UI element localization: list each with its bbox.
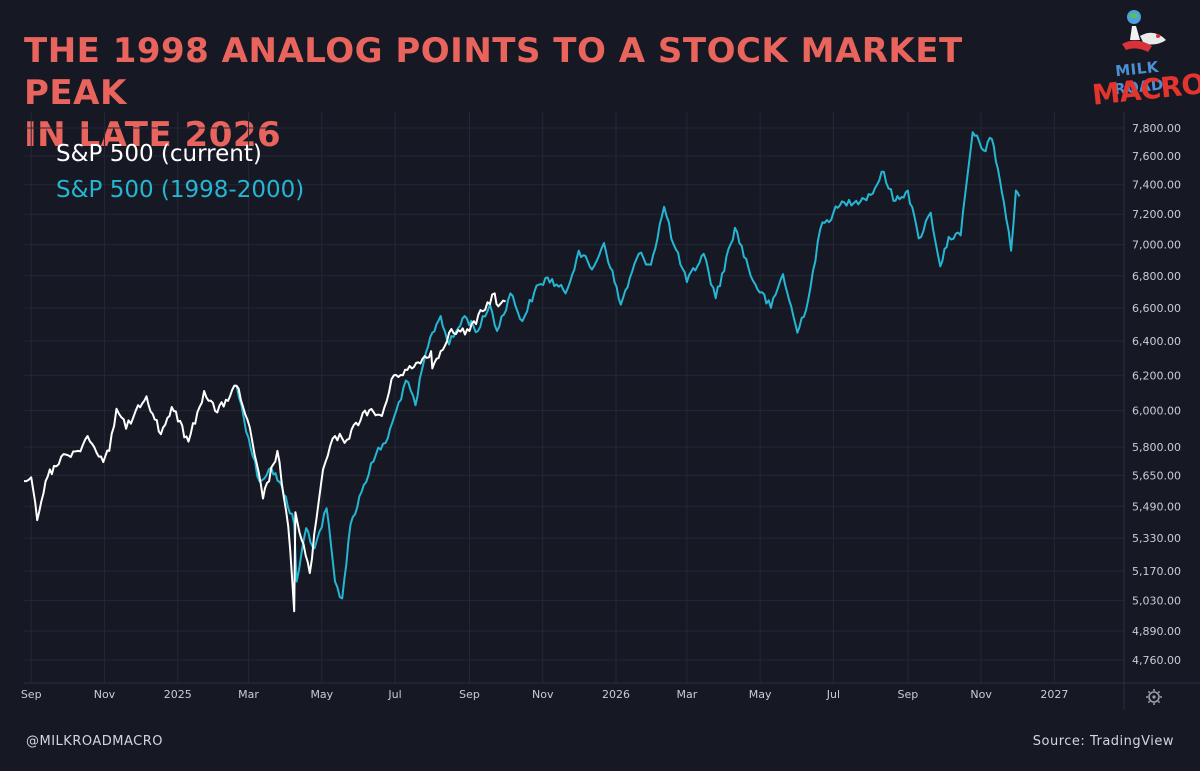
y-tick-label: 5,650.00 [1132,469,1181,482]
x-tick-label: Sep [897,688,918,701]
x-tick-label: 2025 [164,688,192,701]
footer-source: Source: TradingView [1032,734,1174,749]
y-tick-label: 7,000.00 [1132,239,1181,252]
footer-handle: @MILKROADMACRO [26,734,163,749]
x-tick-label: Jul [387,688,401,701]
y-tick-label: 4,890.00 [1132,625,1181,638]
x-axis: Sep Nov 2025 Mar May Jul Sep Nov 2026 Mar May Jul Se… [21,688,1069,701]
chart-series [24,131,1021,613]
legend-current: S&P 500 (current) [56,141,262,167]
y-tick-label: 7,400.00 [1132,179,1181,192]
x-tick-label: Nov [94,688,116,701]
y-tick-label: 7,600.00 [1132,150,1181,163]
x-tick-label: Mar [238,688,259,701]
y-tick-label: 6,200.00 [1132,369,1181,382]
series-line-current [24,292,506,613]
chart-title-line-2: IN LATE 2026 [24,115,282,155]
y-tick-label: 7,800.00 [1132,122,1181,135]
x-tick-label: May [749,688,772,701]
y-tick-label: 5,330.00 [1132,532,1181,545]
legend-historical: S&P 500 (1998-2000) [56,177,305,203]
y-tick-label: 6,000.00 [1132,405,1181,418]
x-tick-label: Jul [826,688,840,701]
y-tick-label: 5,800.00 [1132,441,1181,454]
settings-gear-icon[interactable] [1146,689,1162,705]
x-tick-label: 2027 [1040,688,1068,701]
chart-grid [24,112,1124,683]
chart-title-line-1: THE 1998 ANALOG POINTS TO A STOCK MARKET… [24,31,963,113]
y-tick-label: 6,800.00 [1132,270,1181,283]
y-tick-label: 6,400.00 [1132,335,1181,348]
chart-title: THE 1998 ANALOG POINTS TO A STOCK MARKET… [24,30,1004,156]
x-tick-label: 2026 [602,688,630,701]
x-tick-label: Sep [459,688,480,701]
y-tick-label: 5,030.00 [1132,595,1181,608]
y-tick-label: 5,490.00 [1132,500,1181,513]
chart-legend: S&P 500 (current) S&P 500 (1998-2000) [56,136,304,208]
y-tick-label: 7,200.00 [1132,208,1181,221]
logo-figure-icon [1122,10,1166,52]
x-tick-label: Nov [970,688,992,701]
y-tick-label: 5,170.00 [1132,565,1181,578]
x-tick-label: Sep [21,688,42,701]
x-tick-label: Nov [532,688,554,701]
x-tick-label: May [310,688,333,701]
y-tick-label: 4,760.00 [1132,654,1181,667]
series-line-1998-2000 [235,131,1021,600]
x-tick-label: Mar [676,688,697,701]
milk-road-macro-logo: MILK ROAD MACRO [1091,6,1200,112]
y-axis: 4,760.00 4,890.00 5,030.00 5,170.00 5,330.00… [1132,122,1181,667]
y-tick-label: 6,600.00 [1132,302,1181,315]
